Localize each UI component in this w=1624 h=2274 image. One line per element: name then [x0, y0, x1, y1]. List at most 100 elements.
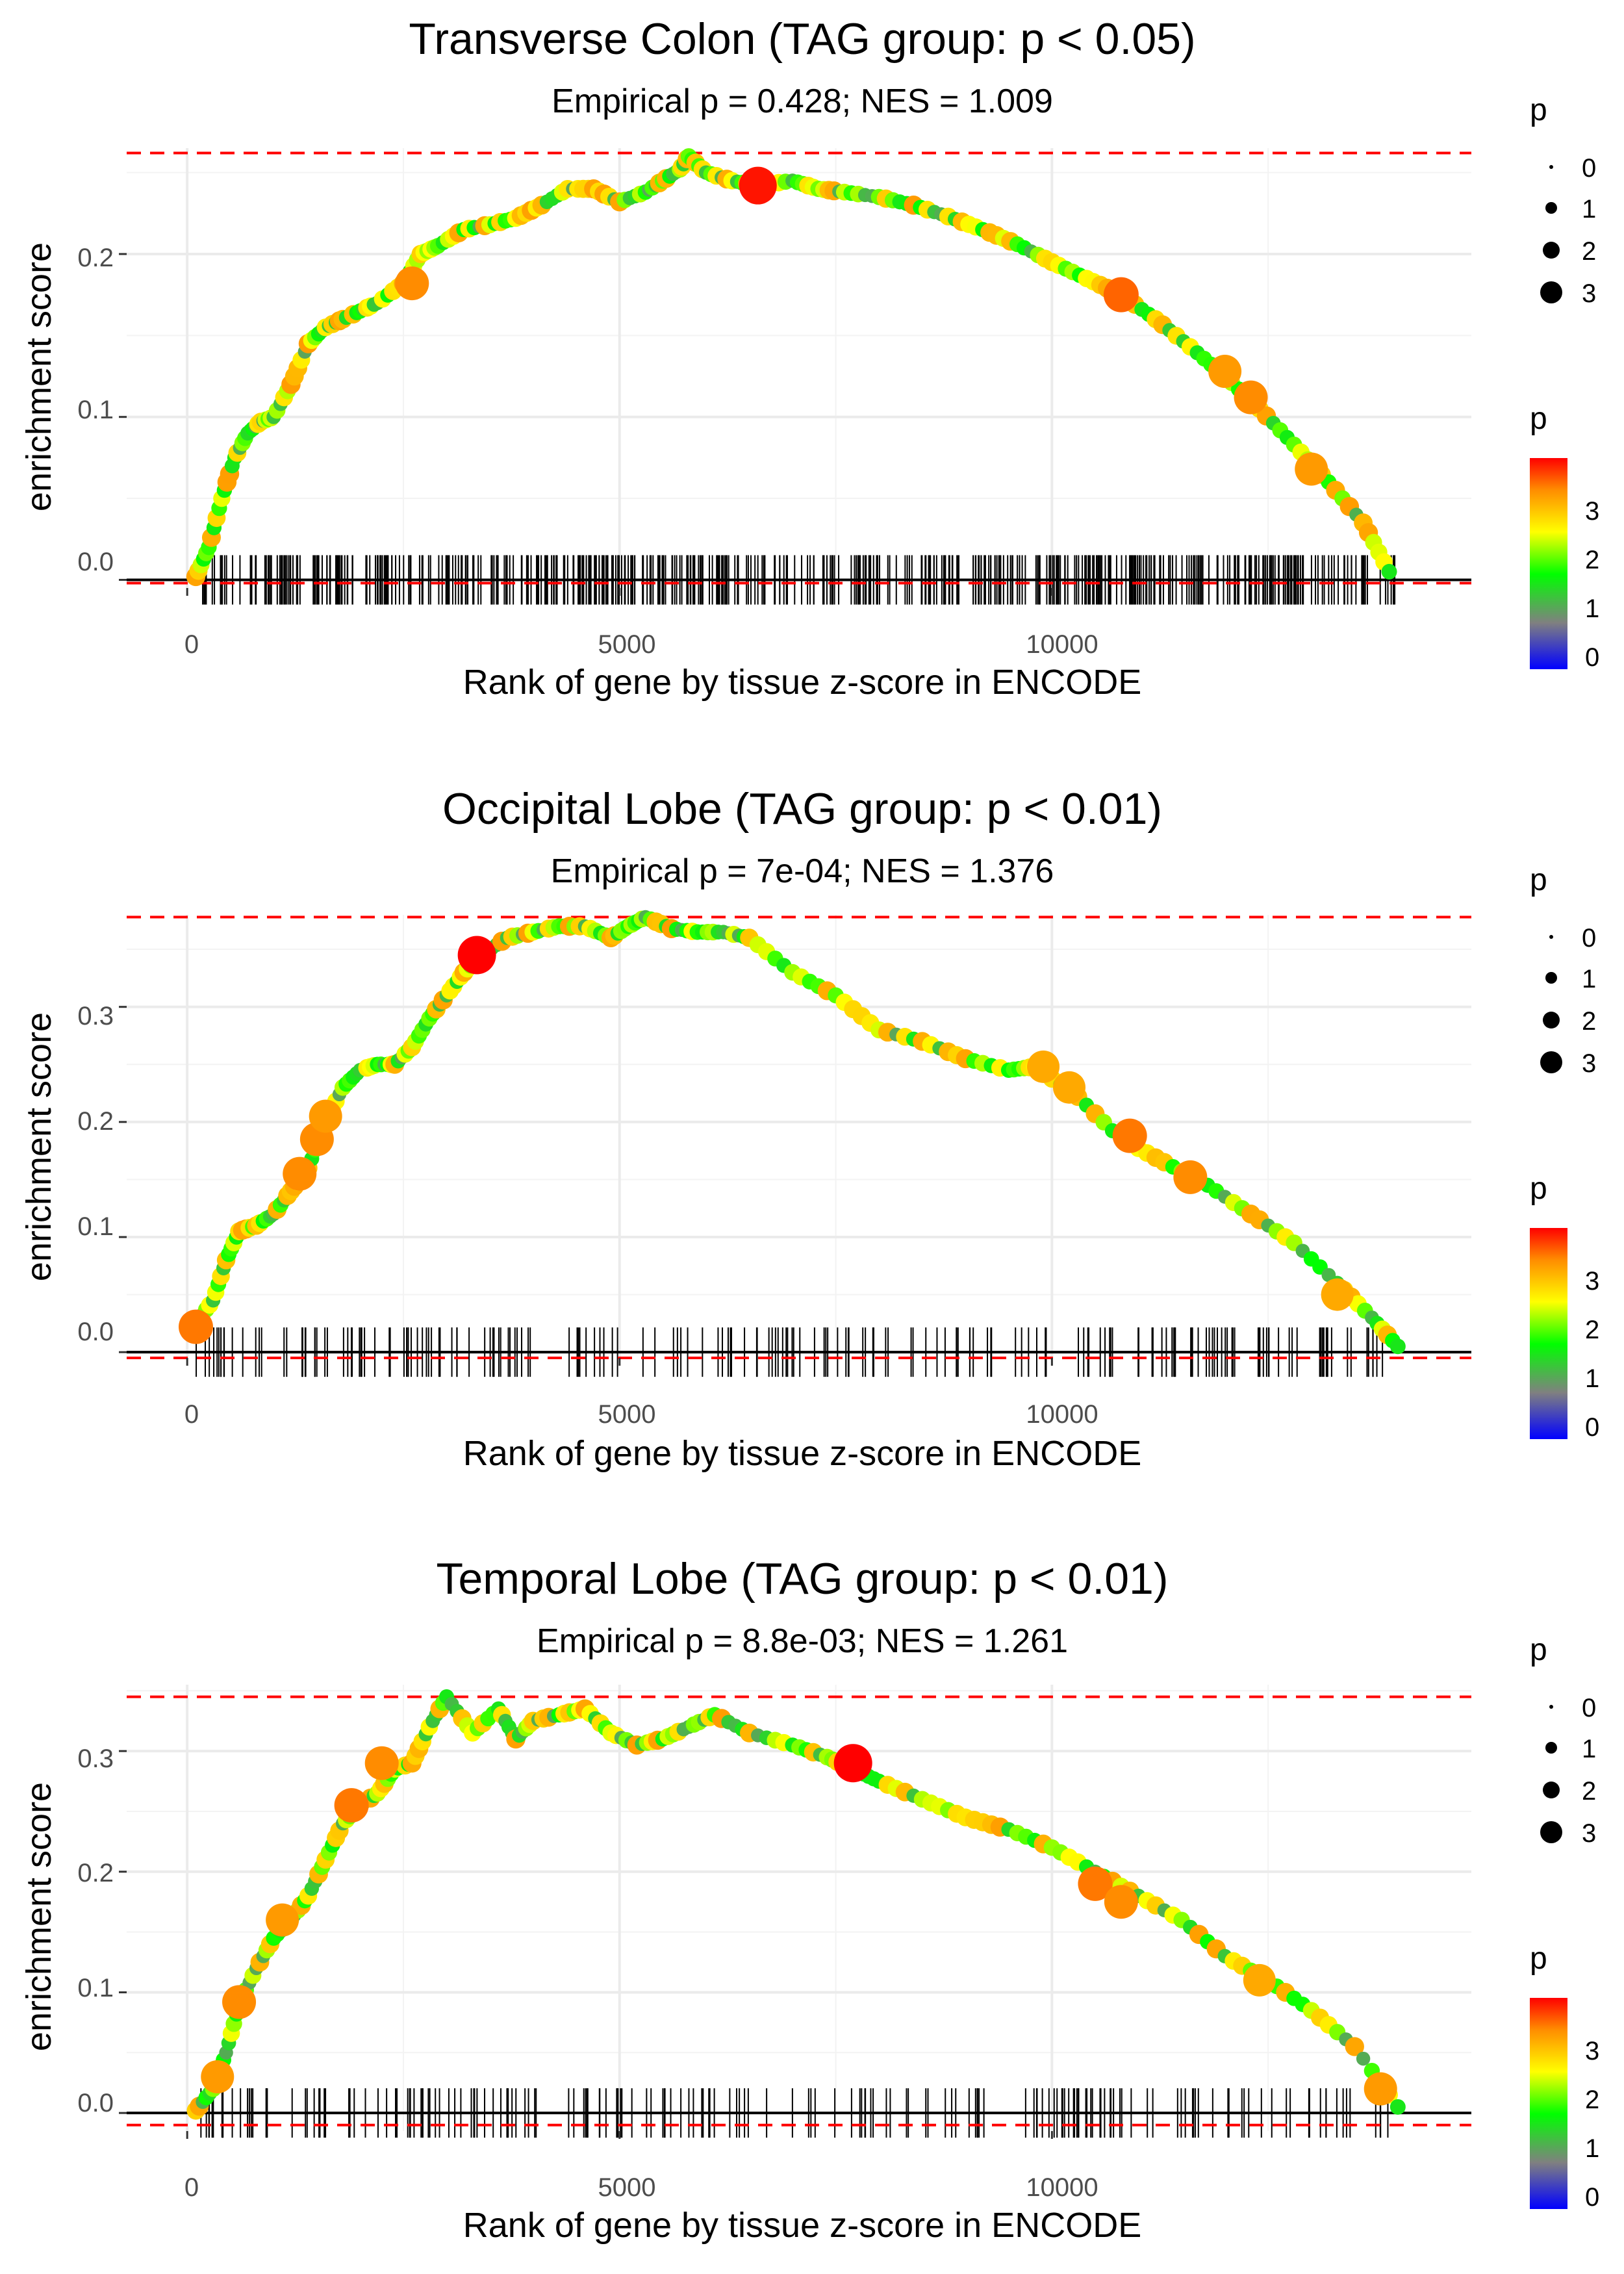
es-highlight-point [1027, 1050, 1060, 1083]
plot-area [119, 910, 1471, 1377]
color-legend-label: 1 [1585, 594, 1599, 623]
size-legend-label: 2 [1582, 1007, 1596, 1036]
color-legend-label: 3 [1585, 1267, 1599, 1296]
y-tick-label: 0.0 [77, 2089, 114, 2117]
chart-subtitle: Empirical p = 7e-04; NES = 1.376 [551, 852, 1054, 890]
es-highlight-point [1234, 380, 1268, 415]
x-tick-label: 10000 [1026, 1400, 1098, 1429]
es-highlight-point [1364, 2072, 1397, 2106]
es-highlight-point [395, 266, 429, 301]
es-highlight-point [1112, 1118, 1147, 1153]
es-point [1356, 2051, 1371, 2066]
size-legend-label: 0 [1582, 924, 1596, 952]
color-legend-title: p [1530, 1171, 1547, 1206]
size-legend-key [1549, 165, 1553, 169]
size-legend-key [1543, 1782, 1560, 1798]
size-legend-key [1543, 1012, 1560, 1028]
es-point [1345, 2037, 1364, 2056]
x-tick-label: 5000 [598, 1400, 656, 1429]
es-highlight-point [178, 1309, 213, 1344]
size-legend-label: 1 [1582, 1735, 1596, 1763]
y-axis-title: enrichment score [19, 242, 58, 511]
x-axis-title: Rank of gene by tissue z-score in ENCODE [463, 663, 1141, 702]
es-highlight-point [309, 1099, 342, 1133]
panel-temporal-lobe: Temporal Lobe (TAG group: p < 0.01) Empi… [19, 1554, 1599, 2245]
es-highlight-point [1103, 277, 1139, 313]
size-legend-key [1540, 281, 1562, 303]
chart-title: Transverse Colon (TAG group: p < 0.05) [409, 14, 1195, 64]
es-highlight-point [1052, 1071, 1085, 1104]
color-legend: p 3 2 1 0 [1530, 402, 1599, 672]
es-highlight-point [1243, 1963, 1276, 1997]
y-axis-title: enrichment score [19, 1012, 58, 1281]
color-bar [1530, 1998, 1567, 2209]
y-tick-label: 0.2 [77, 1107, 114, 1136]
color-legend-label: 1 [1585, 1364, 1599, 1393]
size-legend-key [1545, 1742, 1557, 1754]
color-legend-label: 0 [1585, 1413, 1599, 1442]
x-tick-label: 5000 [598, 2173, 656, 2202]
size-legend-key [1540, 1821, 1562, 1843]
panel-transverse-colon: Transverse Colon (TAG group: p < 0.05) E… [19, 14, 1599, 702]
panel-occipital-lobe: Occipital Lobe (TAG group: p < 0.01) Emp… [19, 784, 1599, 1473]
y-tick-label: 0.1 [77, 1974, 114, 2002]
x-tick-label: 10000 [1026, 630, 1098, 659]
size-legend-label: 0 [1582, 1694, 1596, 1722]
x-tick-label: 10000 [1026, 2173, 1098, 2202]
y-axis-title: enrichment score [19, 1782, 58, 2051]
chart-title: Occipital Lobe (TAG group: p < 0.01) [442, 784, 1162, 834]
es-highlight-point [334, 1788, 369, 1823]
es-point [1389, 1338, 1406, 1355]
size-legend-key [1545, 202, 1557, 214]
color-legend-title: p [1530, 402, 1547, 436]
es-highlight-point [283, 1156, 317, 1191]
es-highlight-point [1104, 1885, 1138, 1919]
es-highlight-point [201, 2060, 235, 2093]
es-point [1389, 2099, 1406, 2115]
y-tick-label: 0.1 [77, 1212, 114, 1241]
size-legend-label: 2 [1582, 237, 1596, 266]
y-tick-label: 0.1 [77, 396, 114, 424]
size-legend-title: p [1530, 863, 1547, 897]
y-tick-label: 0.3 [77, 1744, 114, 1773]
es-highlight-point [364, 1746, 399, 1780]
x-tick-label: 0 [184, 1400, 199, 1429]
y-tick-label: 0.2 [77, 244, 114, 272]
size-legend-label: 0 [1582, 154, 1596, 183]
size-legend-label: 1 [1582, 965, 1596, 993]
size-legend: p 0 1 2 3 [1530, 93, 1596, 308]
es-point [1381, 563, 1397, 580]
color-legend-label: 3 [1585, 2037, 1599, 2065]
size-legend: p 0 1 2 3 [1530, 863, 1596, 1078]
y-tick-label: 0.3 [77, 1002, 114, 1030]
es-highlight-point [266, 1903, 299, 1937]
size-legend-key [1545, 972, 1557, 984]
es-highlight-point [1321, 1278, 1354, 1311]
x-tick-label: 0 [184, 630, 199, 659]
color-legend: p 3 2 1 0 [1530, 1941, 1599, 2212]
es-highlight-point [739, 166, 777, 205]
color-legend-label: 0 [1585, 2183, 1599, 2212]
color-legend-title: p [1530, 1941, 1547, 1976]
chart-subtitle: Empirical p = 8.8e-03; NES = 1.261 [537, 1622, 1068, 1660]
x-tick-label: 5000 [598, 630, 656, 659]
size-legend-label: 2 [1582, 1777, 1596, 1806]
size-legend-label: 3 [1582, 1819, 1596, 1848]
plot-area [119, 148, 1471, 605]
color-bar [1530, 1228, 1567, 1439]
color-legend-label: 2 [1585, 2086, 1599, 2114]
x-tick-label: 0 [184, 2173, 199, 2202]
x-axis-title: Rank of gene by tissue z-score in ENCODE [463, 1434, 1141, 1473]
size-legend-key [1543, 242, 1560, 259]
es-highlight-point [1173, 1160, 1208, 1194]
y-tick-label: 0.0 [77, 548, 114, 576]
y-tick-label: 0.0 [77, 1318, 114, 1346]
es-highlight-point [222, 1985, 257, 2019]
color-legend-label: 2 [1585, 546, 1599, 574]
color-bar [1530, 458, 1567, 669]
y-tick-label: 0.2 [77, 1859, 114, 1887]
size-legend-label: 3 [1582, 1049, 1596, 1078]
es-highlight-point [457, 936, 496, 975]
chart-title: Temporal Lobe (TAG group: p < 0.01) [436, 1554, 1168, 1603]
